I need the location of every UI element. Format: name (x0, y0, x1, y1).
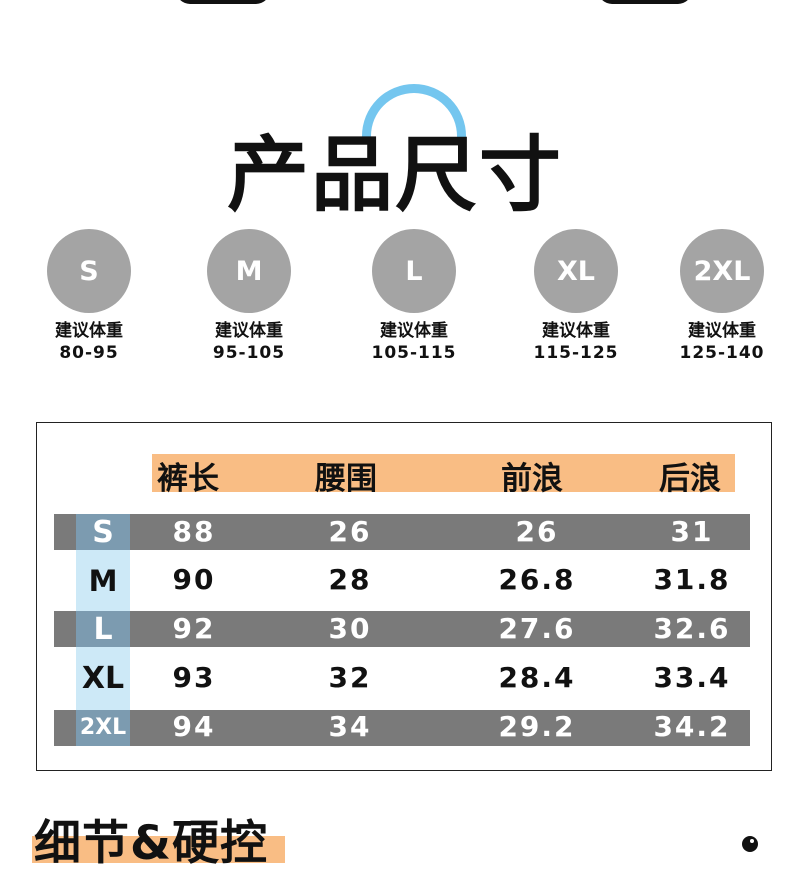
table-cell: 27.6 (498, 612, 576, 645)
title-section: 产品尺寸 (0, 78, 790, 223)
recommend-label: 建议体重 (380, 321, 448, 341)
row-size-label: L (93, 612, 113, 647)
weight-range: 115-125 (533, 343, 619, 363)
detail-heading: 细节&硬控 (34, 816, 268, 871)
table-cell: 28 (328, 563, 372, 596)
recommend-label: 建议体重 (215, 321, 283, 341)
table-cell: 26 (328, 515, 372, 548)
size-circle: XL (534, 229, 618, 313)
table-cell: 33.4 (653, 661, 731, 694)
header-waist: 腰围 (315, 461, 377, 497)
size-table: 裤长 腰围 前浪 后浪 S M L XL 2XL 88 26 26 31 90 … (36, 422, 772, 771)
row-size-label: S (92, 515, 114, 550)
table-cell: 28.4 (498, 661, 576, 694)
weight-range: 105-115 (371, 343, 457, 363)
size-item-s: S 建议体重 80-95 (29, 229, 149, 364)
row-band-l (54, 611, 750, 647)
size-recommendations: S 建议体重 80-95 M 建议体重 95-105 L 建议体重 105-11… (0, 229, 790, 369)
header-front-rise: 前浪 (501, 461, 563, 497)
size-item-l: L 建议体重 105-115 (354, 229, 474, 364)
table-cell: 90 (172, 563, 216, 596)
table-cell: 93 (172, 661, 216, 694)
size-circle: L (372, 229, 456, 313)
size-cell-bg (76, 611, 130, 647)
table-cell: 34 (328, 710, 372, 743)
table-cell: 88 (172, 515, 216, 548)
detail-highlight (32, 836, 285, 863)
dot-icon (742, 836, 758, 852)
recommend-label: 建议体重 (542, 321, 610, 341)
size-circle: 2XL (680, 229, 764, 313)
size-cell-bg (76, 514, 130, 550)
table-cell: 29.2 (498, 710, 576, 743)
size-item-m: M 建议体重 95-105 (189, 229, 309, 364)
size-circle: M (207, 229, 291, 313)
table-cell: 31.8 (653, 563, 731, 596)
row-band-2xl (54, 710, 750, 746)
header-back-rise: 后浪 (659, 461, 721, 497)
table-cell: 92 (172, 612, 216, 645)
size-circle: S (47, 229, 131, 313)
table-cell: 34.2 (653, 710, 731, 743)
cropped-graphic-left (176, 0, 270, 4)
row-band-s (54, 514, 750, 550)
row-size-label: XL (81, 661, 125, 696)
weight-range: 125-140 (679, 343, 765, 363)
header-length: 裤长 (157, 461, 219, 497)
title-arc-decoration (362, 84, 466, 144)
size-item-xl: XL 建议体重 115-125 (516, 229, 636, 364)
table-cell: 26.8 (498, 563, 576, 596)
row-size-label: M (88, 564, 118, 598)
row-size-label: 2XL (79, 715, 127, 740)
table-cell: 32.6 (653, 612, 731, 645)
table-cell: 31 (670, 515, 714, 548)
weight-range: 80-95 (59, 343, 119, 363)
weight-range: 95-105 (212, 343, 286, 363)
table-cell: 30 (328, 612, 372, 645)
recommend-label: 建议体重 (688, 321, 756, 341)
size-item-2xl: 2XL 建议体重 125-140 (662, 229, 782, 364)
header-band (152, 454, 735, 492)
page-title: 产品尺寸 (226, 128, 563, 223)
size-cell-bg (76, 710, 130, 746)
cropped-graphic-right (598, 0, 692, 4)
table-cell: 32 (328, 661, 372, 694)
recommend-label: 建议体重 (55, 321, 123, 341)
table-cell: 26 (515, 515, 559, 548)
table-cell: 94 (172, 710, 216, 743)
